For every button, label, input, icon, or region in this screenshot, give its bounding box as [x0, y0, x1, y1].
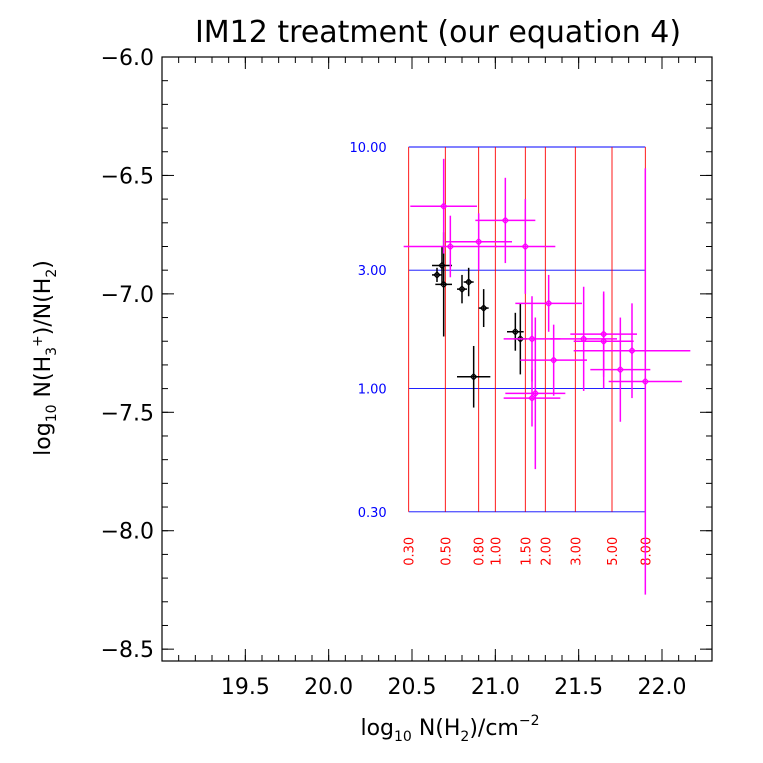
y-tick-label: −6.5 [101, 164, 154, 189]
data-point [507, 312, 524, 351]
grid-label-vertical: 5.00 [606, 537, 621, 566]
grid-label-horizontal: 1.00 [358, 383, 387, 398]
point-marker [446, 242, 455, 251]
axis-label-part: ) [31, 260, 56, 269]
data-point [432, 267, 442, 283]
data-point [475, 177, 536, 264]
y-tick-label: −8.0 [101, 520, 154, 545]
x-tick-label: 20.5 [388, 675, 437, 700]
axis-label-part: N(H [31, 356, 56, 405]
point-marker [439, 202, 448, 211]
point-marker [433, 271, 441, 279]
x-tick-label: 19.5 [221, 675, 270, 700]
point-marker [599, 337, 608, 346]
grid-label-vertical: 1.00 [489, 537, 504, 566]
y-tick-label: −7.5 [101, 401, 154, 426]
grid-label-vertical: 1.50 [519, 537, 534, 566]
axis-label-part: 2 [460, 729, 469, 745]
point-marker [528, 394, 536, 402]
point-marker [458, 285, 466, 293]
axis-ticks: 19.5 20.0 20.5 21.0 21.5 22.0 −6.0 −6.5 −7.0 −7.5… [101, 46, 713, 700]
data-point [503, 369, 561, 427]
axis-label-part: log [360, 716, 394, 741]
point-marker [544, 299, 553, 308]
axis-label-part: −2 [519, 713, 540, 729]
grid-label-horizontal: 3.00 [358, 264, 387, 279]
data-point [573, 293, 634, 389]
data-point [463, 267, 474, 297]
axis-label-part: 3 [44, 347, 60, 356]
grid-label-vertical: 0.80 [473, 537, 488, 566]
data-point [608, 168, 682, 595]
plot-frame [161, 56, 713, 662]
data-point [478, 289, 489, 328]
data-point [445, 213, 512, 271]
grid-label-vertical: 2.00 [539, 537, 554, 566]
axis-label-part: log [31, 422, 56, 456]
grid-label-horizontal: 0.30 [358, 506, 387, 521]
point-marker [479, 304, 488, 312]
point-marker [531, 389, 540, 398]
data-point [520, 324, 587, 396]
axis-label-part: 10 [394, 729, 412, 745]
grid-label-vertical: 0.30 [403, 537, 418, 566]
data-point [590, 317, 651, 422]
chart-title: IM12 treatment (our equation 4) [195, 15, 681, 50]
point-marker [511, 327, 520, 336]
point-marker [549, 356, 558, 365]
data-points [403, 158, 691, 595]
x-tick-label: 21.5 [554, 675, 603, 700]
point-marker [628, 346, 636, 355]
data-point [550, 286, 617, 391]
axis-label-part: N(H [412, 716, 461, 741]
data-point [457, 345, 491, 408]
point-marker [469, 372, 478, 381]
point-marker [439, 280, 448, 289]
data-point [403, 215, 497, 278]
point-marker [528, 335, 536, 343]
point-marker [641, 377, 650, 386]
axis-label-part: 10 [44, 404, 60, 422]
data-point [515, 274, 582, 332]
y-tick-label: −6.0 [101, 46, 154, 71]
axis-label-part: )/cm [469, 716, 519, 741]
data-point [505, 317, 566, 470]
grid-label-vertical: 3.00 [569, 537, 584, 566]
x-axis-label: log10 N(H2)/cm−2 [360, 713, 539, 745]
y-tick-label: −8.5 [101, 638, 154, 663]
data-point [457, 274, 467, 304]
grid-label-vertical: 8.00 [639, 537, 654, 566]
y-axis-label: log10 N(H3+)/N(H2) [30, 260, 60, 456]
axis-label-part: + [30, 335, 46, 347]
grid-label-horizontal: 10.00 [349, 141, 386, 156]
point-marker [474, 237, 483, 246]
reference-grid: 10.003.001.000.300.30 0.50 0.80 1.00 1.50 2.0… [349, 141, 654, 566]
data-point [495, 199, 556, 294]
axis-label-part: )/N(H [31, 278, 56, 336]
x-tick-label: 20.0 [304, 675, 353, 700]
grid-label-vertical: 0.50 [439, 537, 454, 566]
y-tick-label: −7.0 [101, 283, 154, 308]
point-marker [516, 335, 525, 343]
x-tick-label: 22.0 [638, 675, 687, 700]
data-point [410, 158, 477, 254]
point-marker [501, 216, 510, 225]
data-point [432, 246, 452, 285]
axis-label-part: 2 [44, 269, 60, 278]
point-marker [616, 365, 625, 374]
point-marker [464, 278, 473, 286]
x-tick-label: 21.0 [471, 675, 520, 700]
data-point [573, 303, 691, 399]
point-marker [521, 242, 530, 251]
